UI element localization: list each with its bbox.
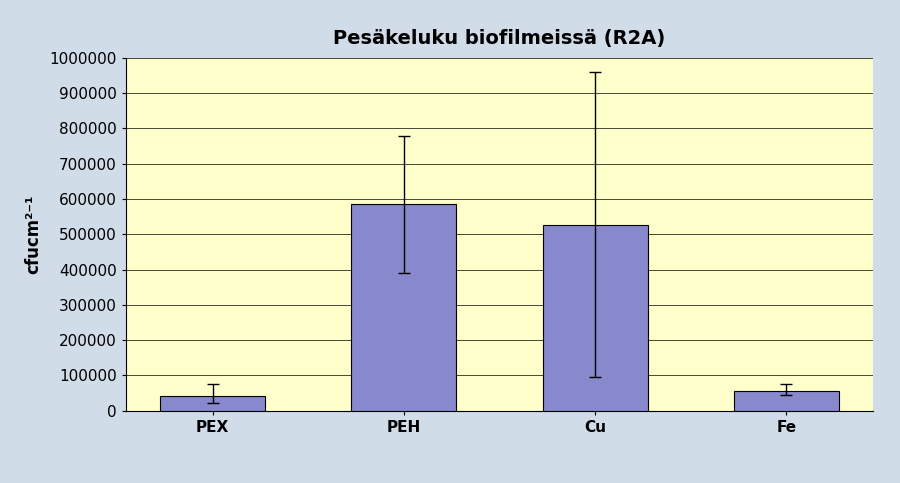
- Bar: [351, 204, 456, 411]
- Y-axis label: cfucm²⁻¹: cfucm²⁻¹: [24, 195, 42, 274]
- Bar: [543, 226, 648, 411]
- Bar: [734, 391, 839, 411]
- Bar: [160, 397, 266, 411]
- Title: Pesäkeluku biofilmeissä (R2A): Pesäkeluku biofilmeissä (R2A): [333, 29, 666, 48]
